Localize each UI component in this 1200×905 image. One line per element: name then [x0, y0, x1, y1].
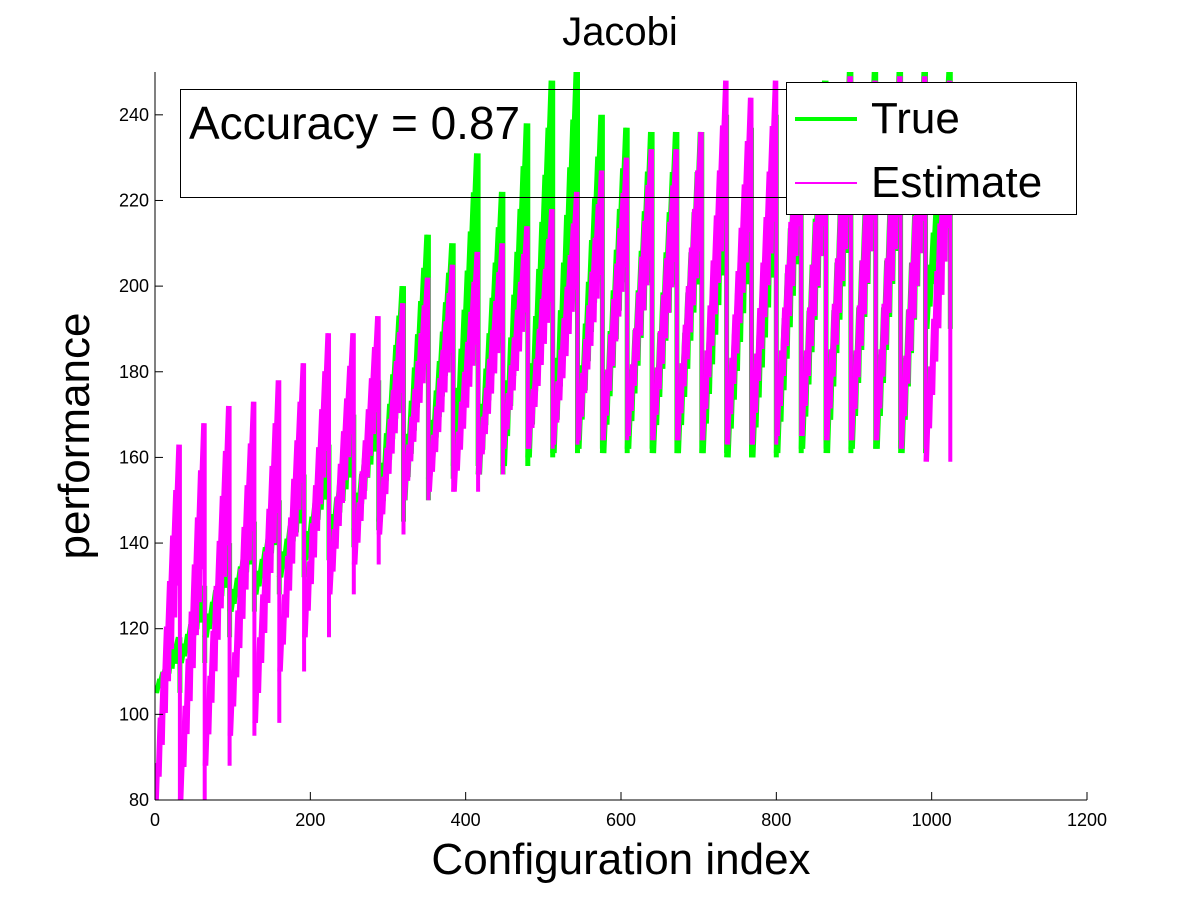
series-estimate-block-2 [202, 405, 232, 766]
series-estimate-block-7 [327, 333, 356, 595]
series-estimate-block-0 [155, 444, 182, 800]
series-estimate-block-10 [401, 277, 431, 501]
x-tick-label-0: 0 [150, 810, 160, 830]
accuracy-annotation: Accuracy = 0.87 [189, 97, 521, 149]
series-estimate-block-1 [177, 423, 207, 800]
series-estimate-block-19 [625, 149, 655, 437]
series-estimate-block-21 [674, 131, 704, 441]
series-estimate-block-17 [575, 170, 605, 441]
series-estimate-block-5 [277, 363, 307, 672]
legend-item-true: True [795, 89, 960, 149]
legend-swatch-estimate [795, 182, 857, 184]
series-estimate-block-18 [600, 157, 630, 441]
y-tick-label-200: 200 [119, 276, 149, 296]
y-tick-label-160: 160 [119, 447, 149, 467]
y-tick-label-180: 180 [119, 362, 149, 382]
x-tick-label-600: 600 [606, 810, 636, 830]
series-estimate-block-6 [302, 333, 331, 638]
series-estimate-block-22 [699, 80, 729, 441]
series-estimate-block-9 [376, 303, 406, 535]
y-tick-label-240: 240 [119, 105, 149, 125]
y-tick-label-100: 100 [119, 704, 149, 724]
legend: True Estimate [786, 82, 1077, 215]
series-estimate-block-15 [525, 208, 555, 449]
x-axis-label: Configuration index [431, 835, 811, 884]
x-tick-label-1000: 1000 [912, 810, 952, 830]
y-tick-label-140: 140 [119, 533, 149, 553]
series-estimate-block-20 [650, 149, 679, 441]
y-tick-label-120: 120 [119, 619, 149, 639]
x-tick-label-200: 200 [295, 810, 325, 830]
series-estimate-block-3 [227, 401, 257, 736]
x-tick-label-400: 400 [451, 810, 481, 830]
series-true-block-16 [550, 72, 580, 454]
x-tick-label-1200: 1200 [1067, 810, 1107, 830]
series-estimate-block-24 [749, 80, 779, 445]
series-estimate-block-4 [252, 380, 282, 723]
legend-swatch-true [795, 117, 857, 121]
series-estimate-block-23 [724, 97, 754, 445]
series-estimate-block-14 [500, 226, 530, 449]
series-estimate-block-16 [550, 191, 580, 445]
x-tick-label-800: 800 [761, 810, 791, 830]
legend-item-estimate: Estimate [795, 153, 1042, 213]
series-estimate-block-11 [426, 264, 456, 492]
legend-label-estimate: Estimate [871, 158, 1043, 207]
y-tick-label-80: 80 [129, 790, 149, 810]
y-tick-label-220: 220 [119, 190, 149, 210]
series-true-block-15 [525, 80, 556, 458]
series-estimate [155, 76, 953, 800]
series-estimate-block-13 [476, 243, 505, 475]
series-true-block-12 [450, 153, 481, 467]
series-estimate-block-12 [451, 251, 481, 492]
series-estimate-block-8 [351, 316, 381, 565]
y-axis-label: performance [50, 312, 99, 560]
chart-title: Jacobi [562, 10, 678, 54]
legend-label-true: True [871, 94, 960, 143]
